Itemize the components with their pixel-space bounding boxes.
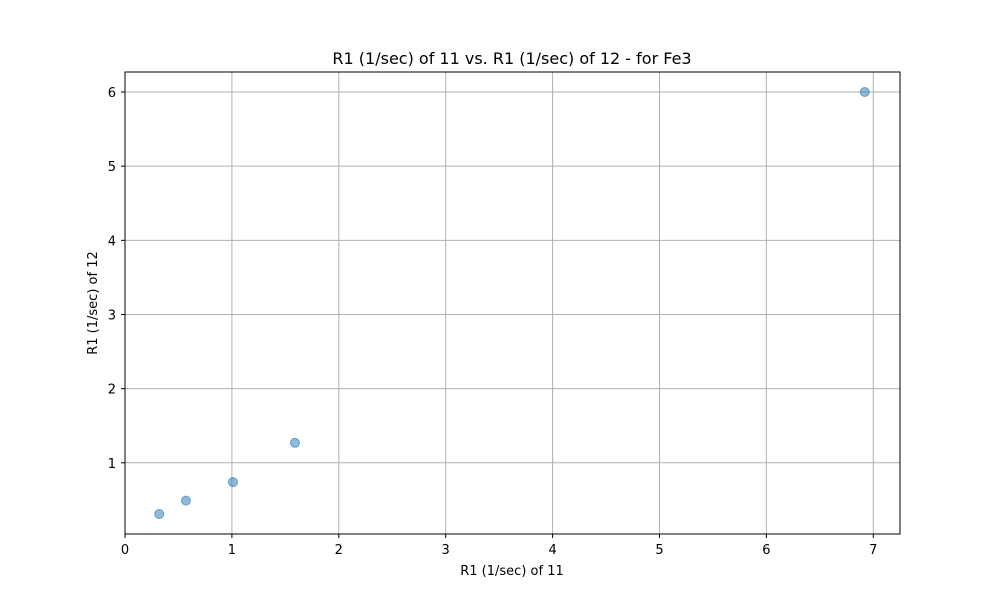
data-point bbox=[227, 477, 238, 488]
y-tick-label: 2 bbox=[108, 383, 116, 398]
chart-title: R1 (1/sec) of 11 vs. R1 (1/sec) of 12 - … bbox=[332, 49, 691, 68]
y-tick-label: 4 bbox=[108, 234, 116, 249]
data-points bbox=[154, 87, 870, 519]
y-tick-label: 6 bbox=[108, 86, 116, 101]
x-tick-label: 0 bbox=[121, 543, 129, 558]
grid bbox=[124, 72, 900, 534]
data-point bbox=[180, 495, 191, 506]
y-tick-label: 3 bbox=[108, 308, 116, 323]
y-tick-label: 5 bbox=[108, 160, 116, 175]
x-tick-label: 2 bbox=[335, 543, 343, 558]
data-point bbox=[289, 437, 300, 448]
data-point bbox=[859, 87, 870, 98]
data-point bbox=[154, 508, 165, 519]
x-tick-label: 7 bbox=[869, 543, 877, 558]
x-axis-label: R1 (1/sec) of 11 bbox=[460, 564, 564, 579]
x-tick-label: 5 bbox=[655, 543, 663, 558]
x-tick-label: 4 bbox=[548, 543, 556, 558]
axis-ticks: 0 1 2 3 4 5 6 7 1 2 3 4 5 6 bbox=[108, 86, 878, 558]
x-tick-label: 1 bbox=[228, 543, 236, 558]
y-tick-label: 1 bbox=[108, 457, 116, 472]
y-axis-label: R1 (1/sec) of 12 bbox=[86, 251, 101, 355]
plot-area-frame bbox=[124, 71, 901, 535]
x-tick-label: 3 bbox=[442, 543, 450, 558]
x-tick-label: 6 bbox=[762, 543, 770, 558]
